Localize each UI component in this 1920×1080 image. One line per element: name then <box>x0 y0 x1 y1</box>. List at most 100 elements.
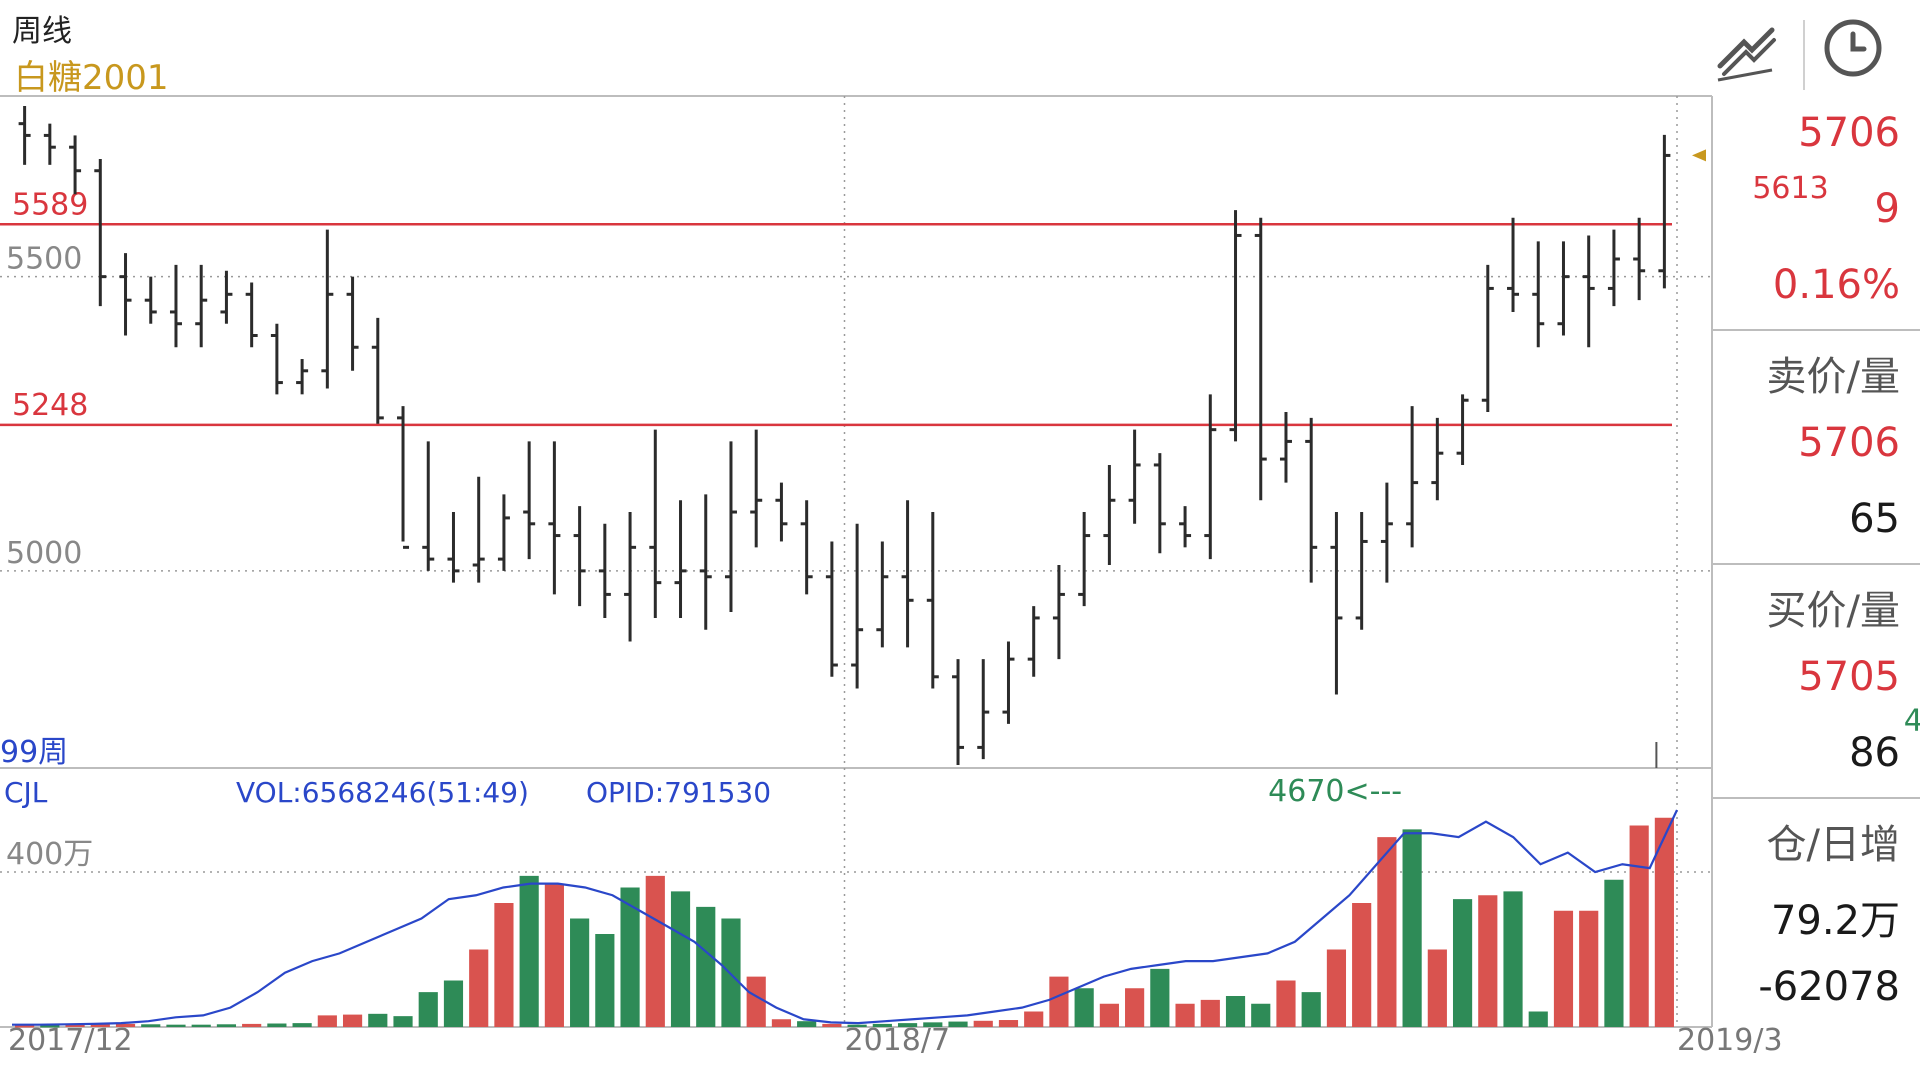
ohlc-bar <box>1204 394 1217 560</box>
ohlc-bar <box>422 441 435 571</box>
ohlc-bar <box>1153 453 1166 554</box>
volume-bar <box>1654 817 1674 1027</box>
ask-label: 卖价/量 <box>1766 354 1900 400</box>
y-tick-label: 5500 <box>6 242 82 277</box>
price-change-pct: 0.16% <box>1772 262 1900 308</box>
volume-bar <box>1024 1011 1044 1027</box>
last-price: 5706 <box>1798 110 1900 156</box>
volume-bar <box>1452 899 1473 1027</box>
ohlc-bar <box>1078 512 1091 607</box>
volume-bar <box>897 1023 918 1027</box>
ohlc-bar <box>270 323 283 395</box>
extreme-label: 5613 <box>1752 171 1828 206</box>
ohlc-bar <box>119 253 132 336</box>
volume-bar <box>696 906 716 1027</box>
volume-bar <box>1528 1011 1548 1027</box>
ohlc-bar <box>195 264 208 348</box>
volume-bar <box>292 1023 312 1027</box>
ohlc-bar <box>472 476 485 583</box>
oi-change: -62078 <box>1758 964 1900 1010</box>
ohlc-bar <box>220 270 233 324</box>
volume-bar <box>368 1013 388 1027</box>
x-tick-label: 2018/7 <box>845 1023 951 1058</box>
volume-bar <box>15 1025 35 1028</box>
volume-bar <box>1301 992 1321 1027</box>
volume-bar <box>418 992 438 1027</box>
volume-bar <box>670 891 691 1027</box>
ohlc-bar <box>952 659 965 766</box>
clock-icon[interactable] <box>1808 2 1898 92</box>
volume-bar <box>797 1021 817 1027</box>
period-label[interactable]: 周线 <box>12 14 72 49</box>
ohlc-bar <box>724 441 737 613</box>
ohlc-bar <box>1658 134 1671 289</box>
volume-bar <box>191 1024 211 1027</box>
ohlc-bar <box>1380 482 1393 583</box>
volume-bar <box>1402 829 1422 1027</box>
ohlc-bar <box>18 106 31 165</box>
volume-bar <box>443 980 464 1027</box>
ohlc-bar <box>1431 417 1444 501</box>
ohlc-bar <box>245 282 258 348</box>
ohlc-bars <box>18 106 1671 766</box>
volume-bar <box>1553 910 1574 1027</box>
toolbar-divider <box>1803 20 1805 90</box>
volume-bar <box>494 903 514 1027</box>
ohlc-bar <box>523 441 536 560</box>
ohlc-bar <box>775 482 788 542</box>
ohlc-bar <box>371 317 384 424</box>
extreme-label: 4790 <box>1904 703 1920 738</box>
ohlc-bar <box>1532 241 1545 348</box>
ohlc-bar <box>397 406 410 549</box>
ohlc-bar <box>876 541 889 648</box>
volume-bar <box>1377 837 1397 1027</box>
volume-bar <box>620 887 640 1027</box>
ohlc-bar <box>1052 564 1065 660</box>
ohlc-bar <box>851 523 864 689</box>
volume-bar <box>393 1016 413 1027</box>
volume-bar <box>342 1014 363 1027</box>
trend-line-icon[interactable] <box>1700 10 1790 100</box>
ohlc-bar <box>825 541 838 677</box>
ohlc-bar <box>1254 217 1267 501</box>
symbol-label: 白糖2001 <box>14 58 169 98</box>
volume-bar <box>1579 910 1599 1027</box>
bid-price: 5705 <box>1798 654 1900 700</box>
price-change: 9 <box>1874 186 1900 232</box>
volume-bar <box>519 875 539 1027</box>
volume-bar <box>216 1024 237 1027</box>
volume-bar <box>1276 980 1296 1027</box>
ohlc-bar <box>649 429 662 618</box>
opid-readout: OPID:791530 <box>586 776 771 809</box>
ohlc-bar <box>750 429 763 548</box>
volume-bar <box>1629 825 1649 1027</box>
volume-bar <box>645 875 665 1027</box>
ohlc-bar <box>1355 512 1368 630</box>
ohlc-bar <box>1027 606 1040 677</box>
level-label: 5248 <box>12 388 88 423</box>
ohlc-bar <box>346 276 359 371</box>
volume-bar <box>166 1024 186 1027</box>
volume-bar <box>923 1022 943 1027</box>
ohlc-bar <box>1103 464 1116 565</box>
ohlc-bar <box>699 494 712 630</box>
chart-labels: 561357414670<---4790 <box>1268 149 1920 809</box>
volume-bar <box>595 934 615 1027</box>
ohlc-bar <box>1456 394 1469 465</box>
volume-bar <box>1099 1003 1119 1027</box>
volume-bar <box>544 883 564 1027</box>
ohlc-bar <box>296 359 309 395</box>
ohlc-bar <box>447 512 460 583</box>
volume-readout: VOL:6568246(51:49) <box>236 776 529 809</box>
ohlc-bar <box>1607 229 1620 307</box>
volume-bar <box>1326 949 1347 1027</box>
volume-bar <box>1200 999 1220 1027</box>
ohlc-bar <box>548 441 561 595</box>
volume-bar <box>267 1023 287 1027</box>
ohlc-bar <box>1279 411 1292 483</box>
ohlc-bar <box>926 512 939 689</box>
ohlc-bar <box>598 523 611 618</box>
volume-bar <box>40 1025 60 1028</box>
